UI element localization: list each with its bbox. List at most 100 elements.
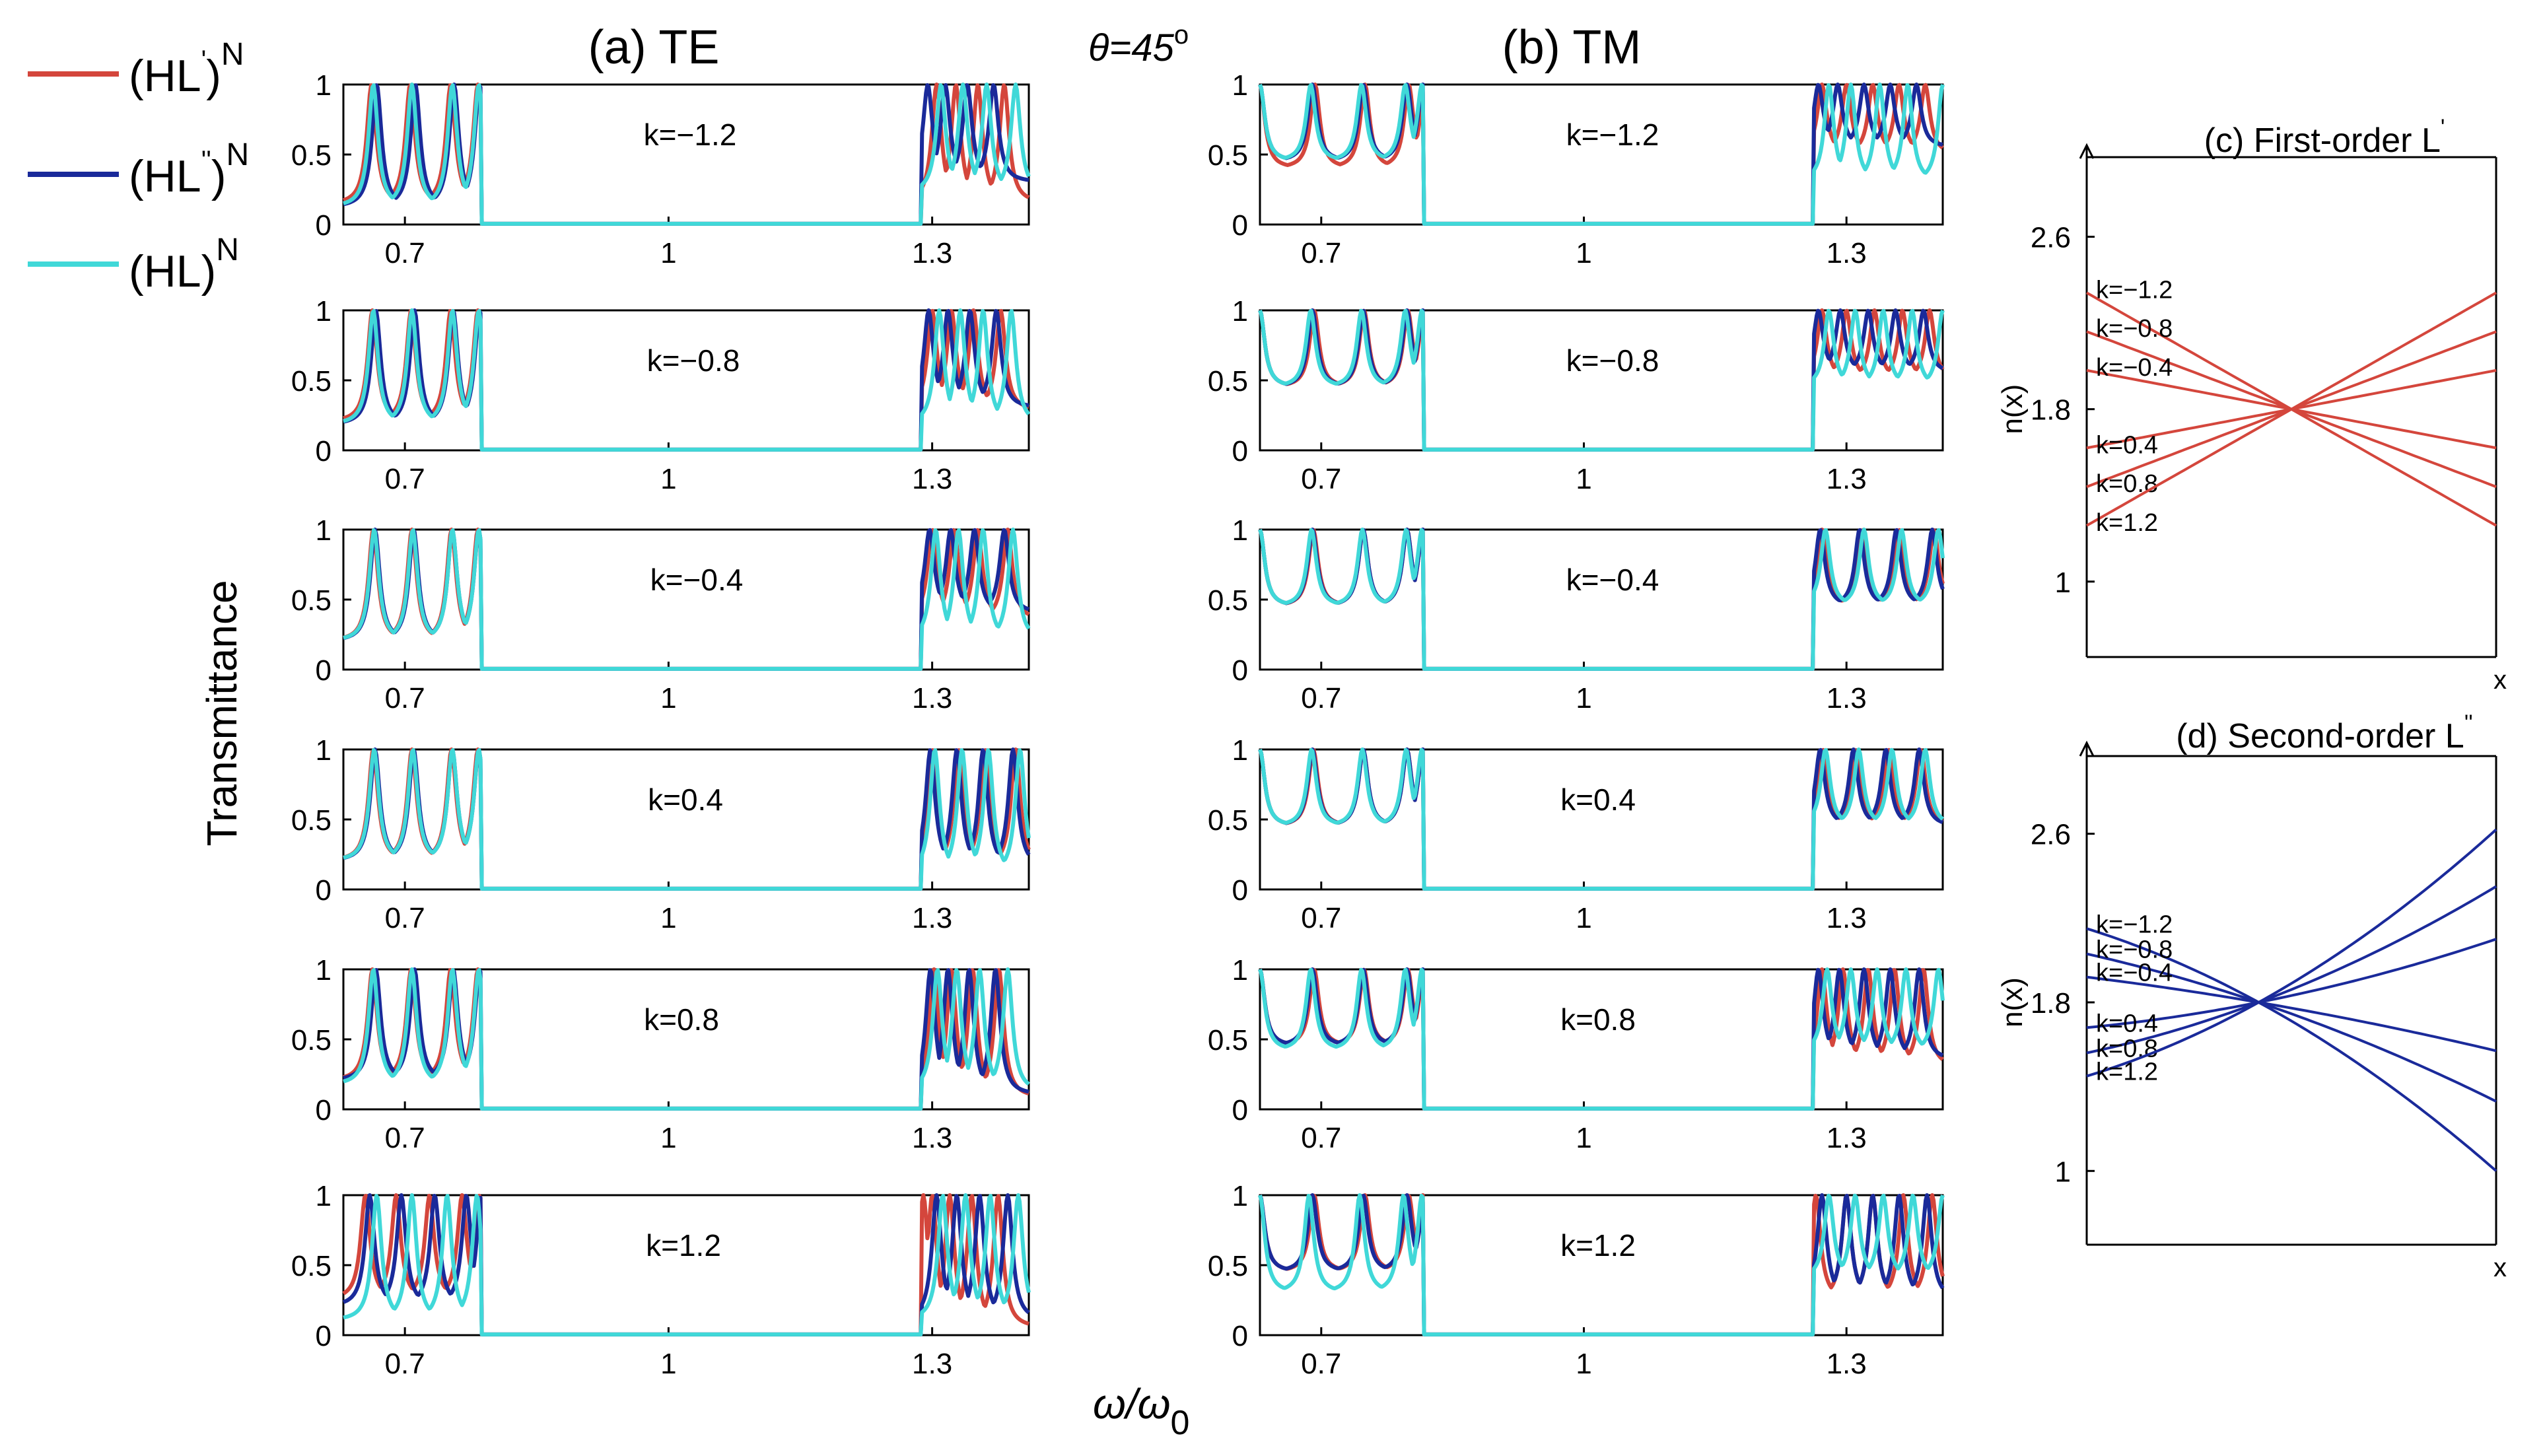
tm-subplot: 0 0.5 1 0.7 1 1.3 k=1.2: [1208, 1180, 1945, 1380]
te-k-label: k=−0.8: [647, 343, 740, 378]
legend-label-sup: N: [216, 232, 239, 267]
tm-xtick-label: 1: [1576, 1348, 1591, 1380]
te-ytick-label: 1: [316, 954, 331, 987]
d-series-label: k=0.8: [2096, 1035, 2158, 1063]
tm-series-line: [1258, 308, 1945, 452]
te-ytick-label: 0.5: [291, 1250, 331, 1282]
te-series-line: [343, 83, 1031, 226]
d-series-label: k=−0.4: [2096, 959, 2173, 987]
tm-panel-title: (b) TM: [1502, 21, 1642, 74]
te-ytick-label: 0: [316, 1094, 331, 1127]
c-series-label: k=0.4: [2096, 431, 2158, 459]
tm-ytick-label: 1: [1232, 295, 1248, 328]
tm-k-label: k=−1.2: [1566, 118, 1659, 152]
tm-series-line: [1258, 308, 1945, 452]
legend-label-base: (HL: [129, 51, 201, 101]
legend: (HL')N (HL'')N (HL)N: [28, 37, 249, 296]
c-y-arrow: [2079, 143, 2095, 159]
tm-ytick-label: 0: [1232, 654, 1248, 687]
d-profile-line: [2086, 975, 2497, 1053]
te-xtick-label: 0.7: [385, 237, 425, 269]
d-y-arrow: [2079, 740, 2095, 757]
legend-label-base: (HL: [129, 246, 201, 296]
d-series-label: k=−1.2: [2096, 911, 2173, 938]
x-axis-label: ω/ω0: [1093, 1380, 1189, 1442]
c-xlabel: x: [2493, 666, 2507, 695]
te-xtick-label: 1: [660, 902, 676, 934]
te-series-line: [343, 967, 1030, 1111]
tm-xtick-label: 0.7: [1301, 682, 1341, 714]
te-k-label: k=0.8: [644, 1002, 719, 1037]
tm-k-label: k=−0.4: [1566, 563, 1659, 597]
te-series-line: [343, 1193, 1031, 1336]
legend-label-sup: N: [221, 37, 244, 72]
tm-ytick-label: 1: [1232, 1180, 1248, 1212]
c-profile-panel: (c) First-order L' 1 1.8 2.6 n(x) x k=−1.2 k=−0…: [1996, 115, 2507, 695]
c-ylabel: n(x): [1996, 384, 2029, 434]
d-series-label: k=−0.8: [2096, 936, 2173, 964]
te-ytick-label: 1: [316, 1180, 331, 1212]
te-xtick-label: 0.7: [385, 463, 425, 495]
te-xtick-label: 0.7: [385, 682, 425, 714]
c-ytick-label: 2.6: [2031, 222, 2071, 254]
d-ytick-label: 1.8: [2031, 987, 2071, 1020]
d-series-label: k=0.4: [2096, 1010, 2158, 1037]
tm-ytick-label: 0.5: [1208, 804, 1248, 837]
tm-xtick-label: 1: [1576, 463, 1591, 495]
tm-xtick-label: 1: [1576, 902, 1591, 934]
te-xtick-label: 0.7: [385, 902, 425, 934]
tm-ytick-label: 0: [1232, 435, 1248, 468]
tm-xtick-label: 0.7: [1301, 237, 1341, 269]
te-subplot: 0 0.5 1 0.7 1 1.3 k=−0.8: [291, 295, 1031, 495]
legend-label-sup: N: [227, 137, 250, 172]
te-xtick-label: 1.3: [912, 682, 952, 714]
legend-label-base: (HL: [129, 151, 201, 201]
c-ytick-label: 1.8: [2031, 394, 2071, 427]
te-xtick-label: 1: [660, 1122, 676, 1154]
te-ytick-label: 1: [316, 69, 331, 102]
legend-label-close: ): [211, 151, 227, 201]
tm-ytick-label: 1: [1232, 514, 1248, 547]
tm-xtick-label: 1: [1576, 682, 1591, 714]
tm-k-label: k=0.4: [1560, 782, 1636, 817]
legend-label-close: ): [206, 51, 221, 101]
tm-ytick-label: 1: [1232, 954, 1248, 987]
te-series-line: [343, 748, 1031, 891]
tm-ytick-label: 0: [1232, 1094, 1248, 1127]
tm-xtick-label: 0.7: [1301, 1348, 1341, 1380]
tm-subplot: 0 0.5 1 0.7 1 1.3 k=−0.8: [1208, 295, 1945, 495]
legend-label-prime: '': [201, 146, 211, 175]
te-subplot: 0 0.5 1 0.7 1 1.3 k=0.8: [291, 954, 1030, 1154]
tm-xtick-label: 1: [1576, 1122, 1591, 1154]
te-ytick-label: 1: [316, 514, 331, 547]
d-series-label: k=1.2: [2096, 1058, 2158, 1086]
svg-text:(HL')N: (HL')N: [129, 37, 244, 101]
c-profile-line: [2086, 291, 2497, 527]
c-series-label: k=1.2: [2096, 509, 2158, 537]
te-ytick-label: 0.5: [291, 804, 331, 837]
tm-ytick-label: 0.5: [1208, 584, 1248, 617]
tm-k-label: k=−0.8: [1566, 343, 1659, 378]
te-ytick-label: 0.5: [291, 139, 331, 172]
tm-xtick-label: 1.3: [1827, 463, 1867, 495]
d-panel-title: (d) Second-order L'': [2176, 711, 2472, 755]
te-k-label: k=−0.4: [650, 563, 744, 597]
d-profile-line: [2086, 828, 2497, 1078]
y-axis-label: Transmittance: [198, 580, 246, 846]
te-xtick-label: 1: [660, 463, 676, 495]
te-ytick-label: 0.5: [291, 584, 331, 617]
te-k-label: k=−1.2: [644, 118, 737, 152]
c-panel-title: (c) First-order L': [2204, 115, 2445, 160]
legend-label-close: ): [201, 246, 217, 296]
te-ytick-label: 0: [316, 209, 331, 242]
tm-ytick-label: 0: [1232, 209, 1248, 242]
tm-series-line: [1258, 747, 1944, 891]
tm-ytick-label: 0.5: [1208, 1024, 1248, 1057]
te-xtick-label: 1.3: [912, 1122, 952, 1154]
te-xtick-label: 0.7: [385, 1122, 425, 1154]
te-subplot: 0 0.5 1 0.7 1 1.3 k=0.4: [291, 734, 1031, 934]
te-xtick-label: 1: [660, 682, 676, 714]
te-k-label: k=1.2: [646, 1228, 721, 1263]
svg-text:(HL'')N: (HL'')N: [129, 137, 249, 201]
